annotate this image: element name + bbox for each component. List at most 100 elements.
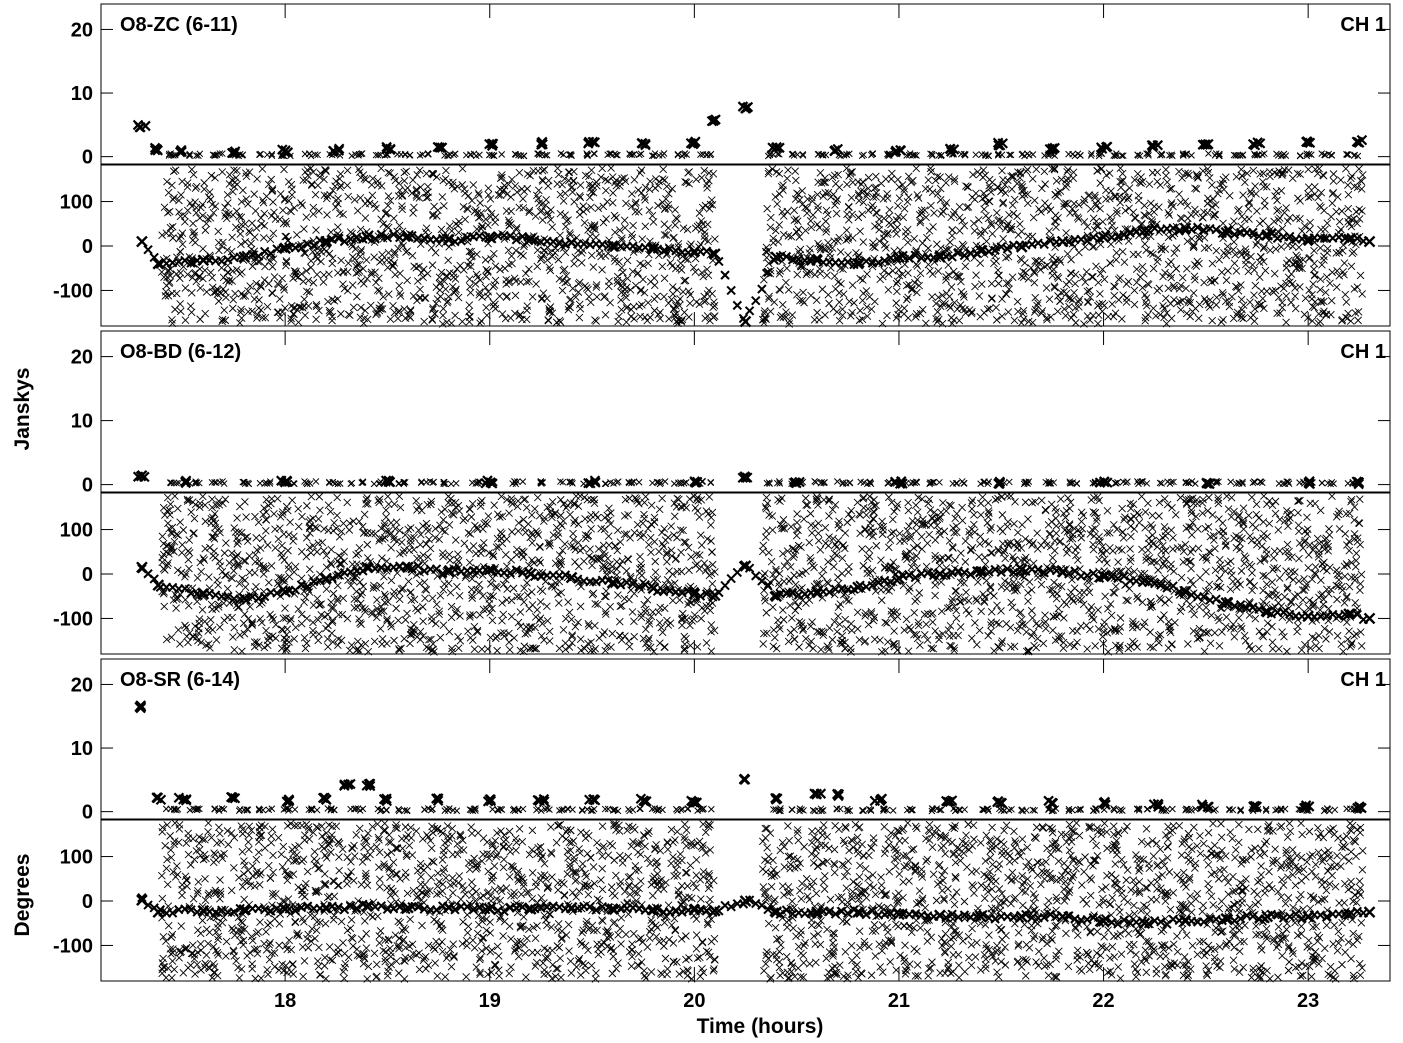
phase-noise-point: [544, 316, 553, 324]
phase-noise-point: [987, 295, 996, 303]
phase-noise-point: [783, 207, 792, 216]
phase-noise-point: [803, 268, 812, 277]
phase-noise-point: [493, 632, 501, 641]
phase-noise-point: [229, 295, 238, 304]
phase-noise-point: [953, 305, 962, 314]
phase-noise-point: [863, 312, 872, 320]
phase-noise-point: [599, 218, 608, 227]
phase-noise-point: [458, 164, 467, 173]
phase-noise-point: [828, 173, 837, 182]
phase-noise-point: [671, 555, 680, 564]
phase-noise-point: [352, 551, 360, 559]
phase-noise-point: [178, 541, 187, 549]
phase-noise-point: [1320, 206, 1328, 215]
phase-noise-point: [1344, 309, 1352, 318]
phase-noise-point: [916, 269, 925, 278]
phase-noise-point: [182, 632, 191, 641]
phase-noise-point: [208, 283, 217, 292]
phase-noise-point: [254, 518, 263, 527]
phase-noise-point: [181, 316, 190, 325]
phase-noise-point: [1294, 194, 1302, 203]
phase-noise-point: [627, 305, 636, 314]
phase-noise-point: [821, 311, 829, 319]
phase-noise-point: [1208, 316, 1217, 325]
phase-noise-point: [473, 273, 482, 282]
phase-noise-point: [887, 220, 895, 229]
phase-noise-point: [559, 266, 568, 275]
phase-noise-point: [931, 176, 940, 185]
phase-noise-point: [404, 577, 413, 586]
phase-noise-point: [628, 190, 636, 198]
phase-noise-point: [900, 185, 909, 193]
phase-noise-point: [858, 315, 867, 324]
phase-noise-point: [790, 206, 799, 215]
phase-noise-point: [401, 186, 410, 195]
phase-noise-point: [327, 545, 336, 554]
phase-noise-point: [859, 187, 868, 196]
phase-noise-point: [1125, 184, 1134, 192]
phase-noise-point: [323, 192, 332, 200]
phase-noise-point: [1089, 311, 1097, 320]
phase-noise-point: [1016, 169, 1025, 178]
phase-noise-point: [898, 270, 907, 279]
phase-noise-point: [1176, 306, 1185, 314]
phase-noise-point: [858, 296, 867, 305]
phase-noise-point: [382, 506, 390, 515]
phase-noise-point: [703, 312, 712, 320]
phase-noise-point: [432, 212, 441, 220]
phase-noise-point: [591, 316, 599, 324]
phase-noise-point: [1261, 266, 1270, 275]
phase-noise-point: [769, 238, 778, 247]
phase-noise-point: [844, 202, 853, 211]
phase-noise-point: [536, 207, 545, 216]
phase-noise-point: [189, 219, 197, 228]
phase-noise-point: [251, 207, 260, 215]
phase-noise-point: [207, 519, 216, 528]
phase-noise-point: [1278, 303, 1287, 312]
phase-noise-point: [842, 624, 851, 633]
phase-noise-point: [962, 182, 970, 190]
amplitude-noise-point: [1205, 150, 1212, 157]
phase-noise-point: [1242, 256, 1250, 264]
phase-noise-point: [333, 295, 342, 303]
phase-noise-point: [454, 550, 462, 559]
phase-noise-point: [222, 276, 230, 285]
phase-noise-point: [697, 226, 706, 234]
phase-noise-point: [684, 255, 692, 264]
phase-noise-point: [563, 278, 572, 286]
phase-noise-point: [900, 310, 908, 318]
phase-noise-point: [344, 310, 353, 319]
phase-noise-point: [705, 286, 713, 295]
phase-noise-point: [334, 610, 343, 619]
phase-noise-point: [1208, 259, 1217, 268]
phase-noise-point: [265, 257, 274, 265]
phase-noise-point: [832, 209, 841, 218]
phase-noise-point: [1050, 282, 1059, 291]
phase-noise-point: [892, 279, 901, 288]
phase-noise-point: [811, 270, 819, 279]
phase-noise-point: [1153, 177, 1162, 186]
phase-noise-point: [533, 493, 542, 502]
phase-noise-point: [228, 613, 236, 622]
phase-noise-point: [1172, 264, 1181, 273]
phase-noise-point: [1062, 176, 1070, 184]
phase-noise-point: [1041, 262, 1049, 271]
phase-noise-point: [516, 608, 525, 616]
phase-noise-point: [805, 249, 814, 257]
phase-noise-point: [204, 193, 213, 201]
phase-noise-point: [1142, 246, 1151, 254]
phase-noise-point: [604, 176, 612, 185]
phase-noise-point: [281, 217, 290, 226]
phase-point: [136, 235, 148, 248]
phase-noise-point: [785, 320, 793, 328]
phase-noise-point: [1038, 184, 1046, 193]
phase-noise-point: [344, 259, 353, 267]
phase-noise-point: [280, 556, 289, 564]
phase-noise-point: [299, 277, 308, 286]
phase-noise-point: [589, 263, 598, 271]
phase-noise-point: [672, 214, 680, 222]
phase-noise-point: [1018, 192, 1027, 201]
phase-noise-point: [869, 515, 877, 523]
phase-noise-point: [390, 500, 399, 508]
phase-noise-point: [187, 508, 196, 516]
